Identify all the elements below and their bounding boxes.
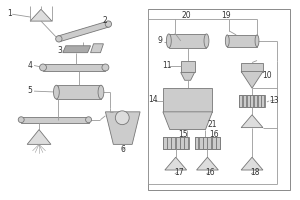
Bar [216, 137, 220, 149]
Bar [239, 95, 242, 107]
Text: 20: 20 [182, 11, 191, 20]
Bar [243, 95, 246, 107]
Text: 21: 21 [208, 120, 217, 129]
Bar [148, 9, 290, 190]
Text: 4: 4 [27, 61, 32, 70]
Bar [199, 137, 203, 149]
Polygon shape [58, 21, 109, 42]
Polygon shape [27, 130, 51, 144]
Bar [250, 95, 254, 107]
Ellipse shape [255, 35, 259, 47]
Text: 19: 19 [221, 11, 231, 20]
Bar [195, 137, 220, 149]
Bar [176, 137, 180, 149]
Ellipse shape [53, 85, 59, 99]
Polygon shape [241, 115, 263, 128]
Ellipse shape [167, 34, 171, 48]
Bar [180, 137, 184, 149]
Bar [43, 64, 105, 71]
Bar [203, 137, 207, 149]
Bar [163, 137, 189, 149]
Bar [254, 95, 257, 107]
Bar [208, 137, 211, 149]
Bar [247, 95, 250, 107]
Text: 13: 13 [269, 96, 278, 105]
Bar [227, 35, 257, 47]
Bar [195, 137, 198, 149]
Polygon shape [165, 157, 187, 170]
Bar [21, 117, 88, 123]
Polygon shape [163, 112, 212, 130]
Polygon shape [105, 112, 140, 144]
Text: 16: 16 [209, 130, 219, 139]
Ellipse shape [204, 34, 209, 48]
Circle shape [102, 64, 109, 71]
Text: 2: 2 [102, 16, 107, 25]
Text: 16: 16 [206, 168, 215, 177]
Polygon shape [241, 157, 263, 170]
Bar [261, 95, 264, 107]
Ellipse shape [225, 35, 229, 47]
Polygon shape [63, 46, 91, 53]
Text: 9: 9 [158, 36, 163, 45]
Text: 3: 3 [58, 46, 63, 55]
Text: 18: 18 [250, 168, 260, 177]
Bar [258, 95, 261, 107]
Bar [172, 137, 175, 149]
Bar [212, 137, 216, 149]
Bar [181, 61, 195, 72]
Ellipse shape [98, 85, 104, 99]
Bar [56, 85, 101, 99]
Polygon shape [196, 157, 218, 170]
Text: 1: 1 [7, 9, 12, 18]
Text: 14: 14 [148, 96, 158, 104]
Text: 17: 17 [174, 168, 183, 177]
Bar [167, 137, 171, 149]
Polygon shape [91, 44, 103, 53]
Text: 11: 11 [162, 61, 171, 70]
Circle shape [105, 21, 112, 27]
Circle shape [18, 117, 24, 123]
Text: 10: 10 [262, 71, 272, 80]
Polygon shape [30, 9, 52, 21]
Circle shape [115, 111, 129, 125]
Circle shape [85, 117, 91, 123]
Polygon shape [181, 72, 195, 80]
Text: 5: 5 [27, 86, 32, 95]
Bar [163, 88, 212, 112]
Bar [163, 137, 167, 149]
Polygon shape [241, 72, 263, 88]
Text: 15: 15 [178, 130, 188, 139]
Bar [241, 63, 263, 72]
Text: 6: 6 [120, 145, 125, 154]
Bar [169, 34, 206, 48]
Circle shape [56, 36, 62, 42]
Bar [184, 137, 188, 149]
Circle shape [40, 64, 46, 71]
Bar [239, 95, 265, 107]
